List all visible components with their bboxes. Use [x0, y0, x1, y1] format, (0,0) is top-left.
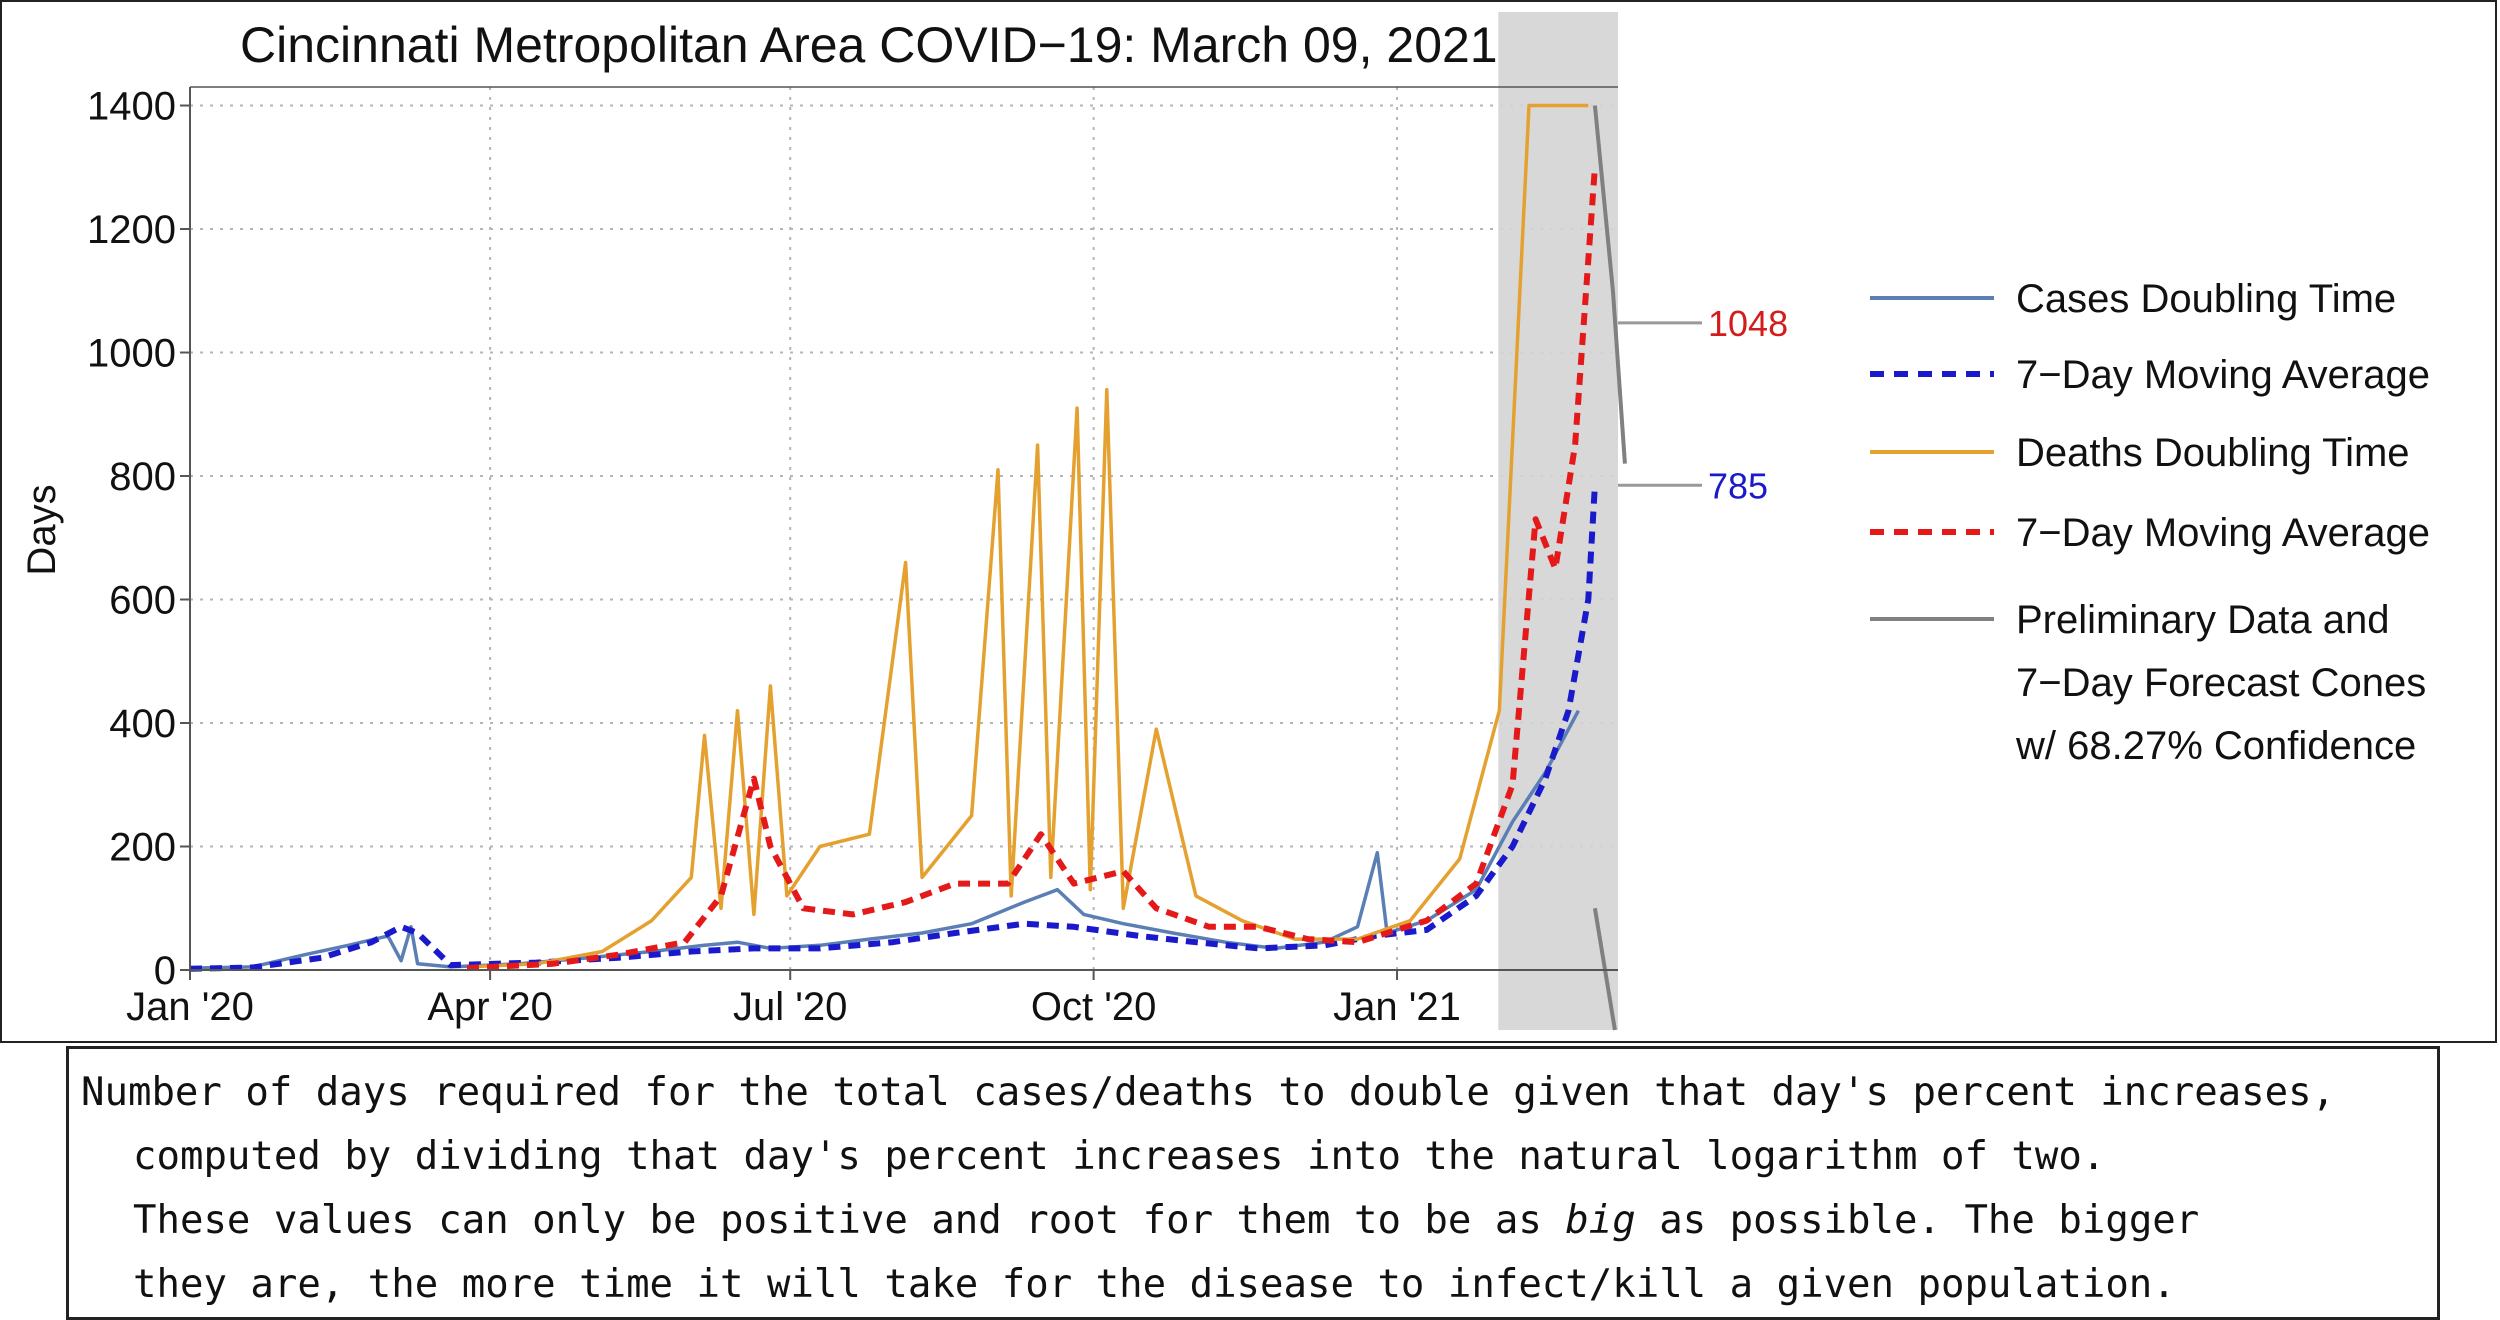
legend-label: 7−Day Moving Average: [2016, 511, 2430, 555]
legend: Cases Doubling Time 7−Day Moving Average D…: [1870, 277, 2430, 768]
legend-item: 7−Day Moving Average: [1870, 511, 2430, 555]
legend-item: Preliminary Data and 7−Day Forecast Cones…: [1870, 598, 2426, 768]
series-line-1: [189, 709, 1580, 970]
caption-line-2: computed by dividing that day's percent …: [133, 1134, 2106, 1179]
end-label-value: 785: [1708, 465, 1768, 506]
caption-line-1: Number of days required for the total ca…: [81, 1070, 2336, 1115]
caption-line-3-start: These values can only be positive and ro…: [133, 1198, 1566, 1243]
legend-label: 7−Day Moving Average: [2016, 353, 2430, 397]
legend-label: 7−Day Forecast Cones: [2016, 661, 2426, 705]
chart-title: Cincinnati Metropolitan Area COVID−19: M…: [240, 17, 1498, 73]
chart-frame: Cincinnati Metropolitan Area COVID−19: M…: [0, 0, 2497, 1043]
legend-label: Cases Doubling Time: [2016, 277, 2396, 321]
legend-item: Cases Doubling Time: [1870, 277, 2396, 321]
grid: [190, 87, 1618, 970]
legend-item: 7−Day Moving Average: [1870, 353, 2430, 397]
y-tick-label: 1200: [87, 208, 176, 252]
axes: 0 200 400 600 800 1000 1200 1400 Jan '20 Apr '20 J…: [87, 85, 1618, 1029]
y-tick-label: 800: [109, 455, 176, 499]
end-labels: 1048 785: [1618, 303, 1788, 506]
x-tick-label: Jan '21: [1333, 985, 1461, 1029]
y-tick-label: 1400: [87, 85, 176, 129]
preliminary-data-band: [1498, 12, 1618, 1030]
x-tick-label: Jul '20: [733, 985, 847, 1029]
series-line-2: [189, 485, 1598, 972]
x-tick-label: Apr '20: [427, 985, 553, 1029]
y-tick-label: 0: [154, 949, 176, 993]
y-tick-label: 200: [109, 826, 176, 870]
doubling-time-chart: Cincinnati Metropolitan Area COVID−19: M…: [20, 12, 2430, 1031]
x-tick-label: Jan '20: [126, 985, 254, 1029]
caption-line-3-end: as possible. The bigger: [1635, 1198, 2200, 1243]
legend-item: Deaths Doubling Time: [1870, 431, 2410, 475]
y-axis-label: Days: [20, 484, 64, 575]
caption-box: Number of days required for the total ca…: [66, 1046, 2440, 1320]
legend-label: w/ 68.27% Confidence: [2015, 724, 2416, 768]
x-tick-label: Oct '20: [1031, 985, 1156, 1029]
legend-label: Preliminary Data and: [2016, 598, 2390, 642]
end-label-value: 1048: [1708, 303, 1788, 344]
forecast-cone-line: [1592, 105, 1627, 464]
y-tick-label: 400: [109, 702, 176, 746]
y-tick-label: 600: [109, 579, 176, 623]
forecast-cone-band: [1498, 12, 1618, 1030]
series-layer: [189, 103, 1627, 1031]
series-line-3: [466, 103, 1589, 969]
y-tick-label: 1000: [87, 332, 176, 376]
caption-line-3: These values can only be positive and ro…: [81, 1189, 2437, 1253]
caption-emphasis: big: [1565, 1198, 1636, 1243]
caption-line-4: they are, the more time it will take for…: [133, 1262, 2176, 1307]
series-line-4: [466, 167, 1598, 972]
legend-label: Deaths Doubling Time: [2016, 431, 2410, 475]
